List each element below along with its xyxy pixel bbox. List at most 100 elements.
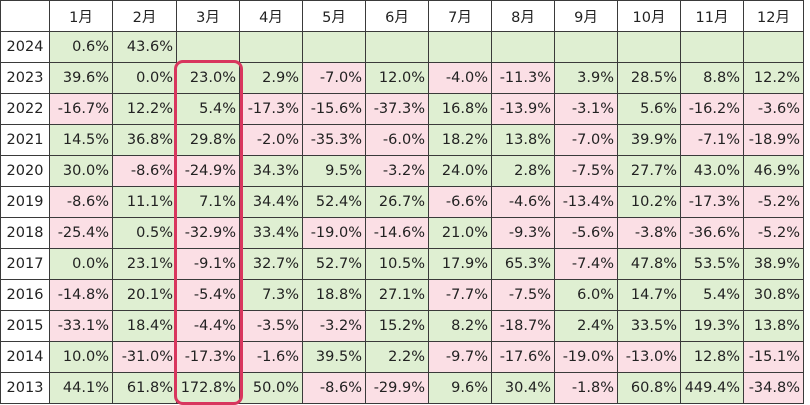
return-cell: -24.9% — [176, 155, 240, 187]
return-cell: 12.8% — [680, 341, 744, 373]
year-cell: 2022 — [0, 93, 50, 125]
return-cell: 50.0% — [239, 372, 303, 404]
return-cell: 3.9% — [554, 62, 618, 94]
return-cell — [302, 31, 366, 63]
return-cell: 27.7% — [617, 155, 681, 187]
return-cell: -7.0% — [302, 62, 366, 94]
return-cell: -17.6% — [491, 341, 555, 373]
return-cell: 12.2% — [743, 62, 804, 94]
month-header: 12月 — [743, 0, 804, 32]
return-cell: 52.7% — [302, 248, 366, 280]
return-cell: 38.9% — [743, 248, 804, 280]
table-row: 2022 -16.7% 12.2% 5.4% -17.3% -15.6% -37.3% 16.… — [0, 93, 804, 125]
header-corner — [0, 0, 50, 32]
month-header: 4月 — [239, 0, 303, 32]
return-cell: -6.0% — [365, 124, 429, 156]
return-cell: -5.2% — [743, 186, 804, 218]
year-cell: 2017 — [0, 248, 50, 280]
return-cell: 36.8% — [112, 124, 177, 156]
return-cell: -37.3% — [365, 93, 429, 125]
return-cell: -7.1% — [680, 124, 744, 156]
year-cell: 2013 — [0, 372, 50, 404]
return-cell: 10.5% — [365, 248, 429, 280]
return-cell: 27.1% — [365, 279, 429, 311]
year-cell: 2020 — [0, 155, 50, 187]
return-cell: -13.4% — [554, 186, 618, 218]
return-cell: 14.7% — [617, 279, 681, 311]
return-cell: 12.0% — [365, 62, 429, 94]
year-cell: 2021 — [0, 124, 50, 156]
table-row: 2013 44.1% 61.8% 172.8% 50.0% -8.6% -29.9% 9.6%… — [0, 372, 804, 404]
return-cell: 39.9% — [617, 124, 681, 156]
month-header: 1月 — [49, 0, 113, 32]
return-cell: -13.9% — [491, 93, 555, 125]
return-cell: -17.3% — [176, 341, 240, 373]
year-cell: 2016 — [0, 279, 50, 311]
return-cell: -5.6% — [554, 217, 618, 249]
return-cell: 43.6% — [112, 31, 177, 63]
return-cell: -7.0% — [554, 124, 618, 156]
return-cell: -3.1% — [554, 93, 618, 125]
return-cell: 33.4% — [239, 217, 303, 249]
return-cell: -19.0% — [554, 341, 618, 373]
table-row: 2018 -25.4% 0.5% -32.9% 33.4% -19.0% -14.6% 21.… — [0, 217, 804, 249]
return-cell: -33.1% — [49, 310, 113, 342]
return-cell: 17.9% — [428, 248, 492, 280]
return-cell: 2.4% — [554, 310, 618, 342]
table-row: 2021 14.5% 36.8% 29.8% -2.0% -35.3% -6.0% 18.2%… — [0, 124, 804, 156]
return-cell: -17.3% — [680, 186, 744, 218]
return-cell: 10.0% — [49, 341, 113, 373]
return-cell: 30.4% — [491, 372, 555, 404]
return-cell: -4.0% — [428, 62, 492, 94]
return-cell: 46.9% — [743, 155, 804, 187]
return-cell: -29.9% — [365, 372, 429, 404]
return-cell: -3.6% — [743, 93, 804, 125]
return-cell: -7.5% — [554, 155, 618, 187]
return-cell: -17.3% — [239, 93, 303, 125]
year-cell: 2018 — [0, 217, 50, 249]
table-row: 2020 30.0% -8.6% -24.9% 34.3% 9.5% -3.2% 24.0% 2… — [0, 155, 804, 187]
return-cell: -9.3% — [491, 217, 555, 249]
return-cell: -25.4% — [49, 217, 113, 249]
return-cell — [239, 31, 303, 63]
return-cell: 43.0% — [680, 155, 744, 187]
return-cell: -7.7% — [428, 279, 492, 311]
return-cell: 18.2% — [428, 124, 492, 156]
table-row: 2015 -33.1% 18.4% -4.4% -3.5% -3.2% 15.2% 8.2% -… — [0, 310, 804, 342]
return-cell: 53.5% — [680, 248, 744, 280]
return-cell — [176, 31, 240, 63]
return-cell: -5.2% — [743, 217, 804, 249]
return-cell: 0.0% — [49, 248, 113, 280]
return-cell: 6.0% — [554, 279, 618, 311]
year-cell: 2019 — [0, 186, 50, 218]
return-cell: 13.8% — [743, 310, 804, 342]
month-header: 2月 — [112, 0, 177, 32]
return-cell: -3.2% — [365, 155, 429, 187]
return-cell: 0.6% — [49, 31, 113, 63]
month-header: 7月 — [428, 0, 492, 32]
return-cell: -4.4% — [176, 310, 240, 342]
table-row: 2019 -8.6% 11.1% 7.1% 34.4% 52.4% 26.7% -6.6% -4… — [0, 186, 804, 218]
return-cell: 13.8% — [491, 124, 555, 156]
return-cell: 14.5% — [49, 124, 113, 156]
return-cell: 20.1% — [112, 279, 177, 311]
return-cell — [428, 31, 492, 63]
return-cell: 0.5% — [112, 217, 177, 249]
year-cell: 2024 — [0, 31, 50, 63]
return-cell: -4.6% — [491, 186, 555, 218]
return-cell: -36.6% — [680, 217, 744, 249]
return-cell: -7.4% — [554, 248, 618, 280]
table-row: 2014 10.0% -31.0% -17.3% -1.6% 39.5% 2.2% -9.7%… — [0, 341, 804, 373]
return-cell: -32.9% — [176, 217, 240, 249]
return-cell: 61.8% — [112, 372, 177, 404]
return-cell: -19.0% — [302, 217, 366, 249]
return-cell: 60.8% — [617, 372, 681, 404]
return-cell: 24.0% — [428, 155, 492, 187]
return-cell: 11.1% — [112, 186, 177, 218]
table-row: 2024 0.6% 43.6% — [0, 31, 804, 63]
month-header: 10月 — [617, 0, 681, 32]
return-cell: -31.0% — [112, 341, 177, 373]
table-row: 2023 39.6% 0.0% 23.0% 2.9% -7.0% 12.0% -4.0% -11… — [0, 62, 804, 94]
year-cell: 2023 — [0, 62, 50, 94]
